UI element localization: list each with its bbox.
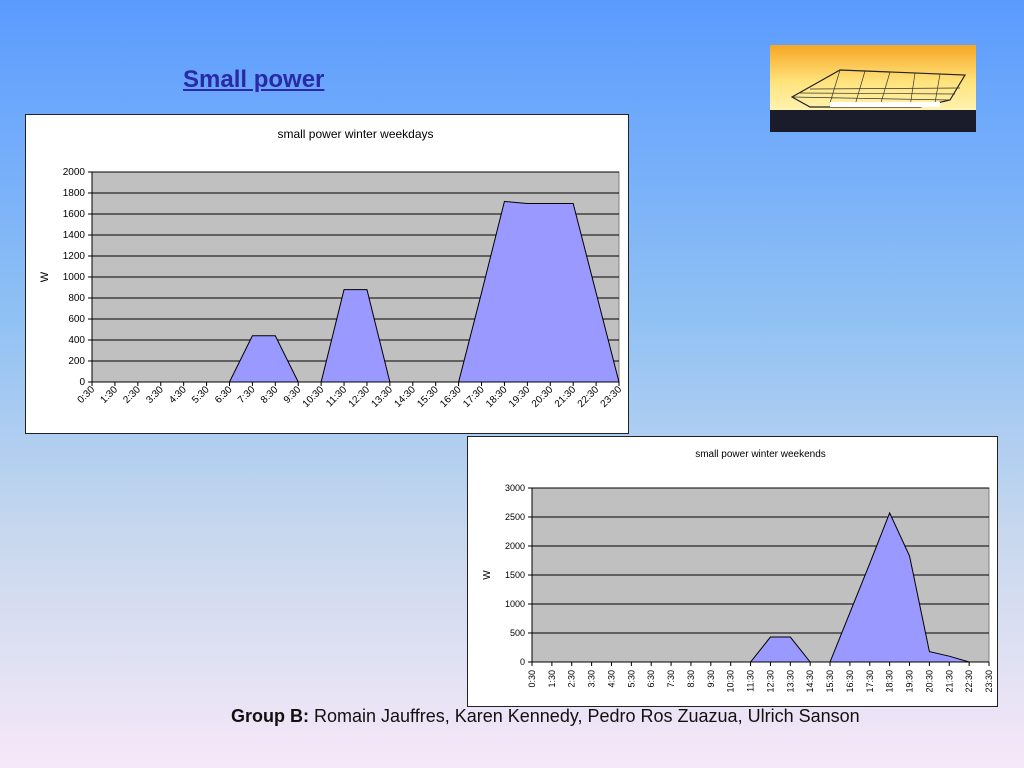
x-tick-label: 16:30	[438, 384, 464, 410]
x-tick-label: 1:30	[547, 670, 557, 688]
x-tick-label: 15:30	[825, 670, 835, 693]
x-tick-label: 4:30	[606, 670, 616, 688]
x-tick-label: 17:30	[461, 384, 487, 410]
x-tick-label: 14:30	[392, 384, 418, 410]
y-tick-label: 2000	[63, 167, 86, 178]
x-tick-label: 2:30	[121, 384, 143, 406]
y-tick-label: 2500	[505, 512, 525, 522]
x-tick-label: 19:30	[507, 384, 533, 410]
chart-title: small power winter weekdays	[277, 127, 433, 141]
x-tick-label: 12:30	[347, 384, 373, 410]
x-tick-label: 11:30	[746, 670, 756, 692]
y-tick-label: 1000	[505, 599, 525, 609]
y-tick-label: 1200	[63, 251, 86, 262]
y-tick-label: 1000	[63, 272, 86, 283]
footer-group-label: Group B:	[231, 706, 309, 726]
x-tick-label: 23:30	[984, 670, 994, 693]
x-tick-label: 20:30	[530, 384, 556, 410]
footer-authors: Group B: Romain Jauffres, Karen Kennedy,…	[231, 706, 860, 727]
x-tick-label: 8:30	[686, 670, 696, 688]
x-tick-label: 10:30	[301, 384, 327, 410]
y-tick-label: 0	[520, 657, 525, 667]
x-tick-label: 13:30	[785, 670, 795, 693]
x-tick-label: 5:30	[190, 384, 212, 406]
x-tick-label: 18:30	[885, 670, 895, 693]
y-tick-label: 1800	[63, 188, 86, 199]
x-tick-label: 6:30	[646, 670, 656, 688]
y-axis-label: W	[39, 271, 51, 282]
x-tick-label: 6:30	[213, 384, 235, 406]
x-tick-label: 15:30	[415, 384, 441, 410]
x-tick-label: 2:30	[567, 670, 577, 688]
x-tick-label: 11:30	[324, 384, 349, 409]
building-sunset-logo	[770, 45, 976, 132]
footer-names: Romain Jauffres, Karen Kennedy, Pedro Ro…	[309, 706, 860, 726]
y-tick-label: 600	[68, 314, 85, 325]
x-tick-label: 18:30	[484, 384, 510, 410]
x-tick-label: 20:30	[924, 670, 934, 693]
y-tick-label: 1400	[63, 230, 86, 241]
chart-title: small power winter weekends	[695, 449, 826, 460]
x-tick-label: 17:30	[865, 670, 875, 693]
weekday-chart: small power winter weekdays 0 200 400 600 800…	[25, 114, 629, 434]
x-tick-label: 9:30	[706, 670, 716, 688]
x-tick-label: 23:30	[599, 384, 625, 410]
y-tick-label: 3000	[505, 483, 525, 493]
x-tick-label: 3:30	[144, 384, 166, 406]
y-tick-label: 400	[68, 335, 85, 346]
x-tick-label: 4:30	[167, 384, 189, 406]
weekend-chart: small power winter weekends 0 500 1000 1500 2…	[467, 436, 998, 707]
x-tick-label: 10:30	[726, 670, 736, 693]
x-tick-label: 21:30	[944, 670, 954, 693]
y-tick-label: 800	[68, 293, 85, 304]
slide-title: Small power	[183, 66, 325, 93]
x-tick-label: 5:30	[626, 670, 636, 688]
x-tick-label: 22:30	[576, 384, 602, 410]
x-tick-label: 19:30	[905, 670, 915, 693]
x-tick-label: 7:30	[666, 670, 676, 688]
y-tick-label: 200	[68, 356, 85, 367]
y-tick-label: 2000	[505, 541, 525, 551]
y-tick-label: 1500	[505, 570, 525, 580]
x-tick-label: 22:30	[964, 670, 974, 693]
x-tick-label: 0:30	[527, 670, 537, 688]
x-tick-label: 12:30	[765, 670, 775, 693]
y-tick-label: 1600	[63, 209, 86, 220]
x-tick-label: 14:30	[805, 670, 815, 693]
y-axis-label: W	[482, 570, 493, 580]
x-tick-label: 7:30	[236, 384, 258, 406]
y-tick-label: 0	[79, 377, 85, 388]
x-tick-label: 8:30	[259, 384, 281, 406]
x-tick-label: 1:30	[98, 384, 120, 406]
x-tick-label: 21:30	[553, 384, 579, 410]
x-tick-label: 3:30	[587, 670, 597, 688]
x-tick-label: 13:30	[370, 384, 396, 410]
y-tick-label: 500	[510, 628, 525, 638]
x-tick-label: 16:30	[845, 670, 855, 693]
